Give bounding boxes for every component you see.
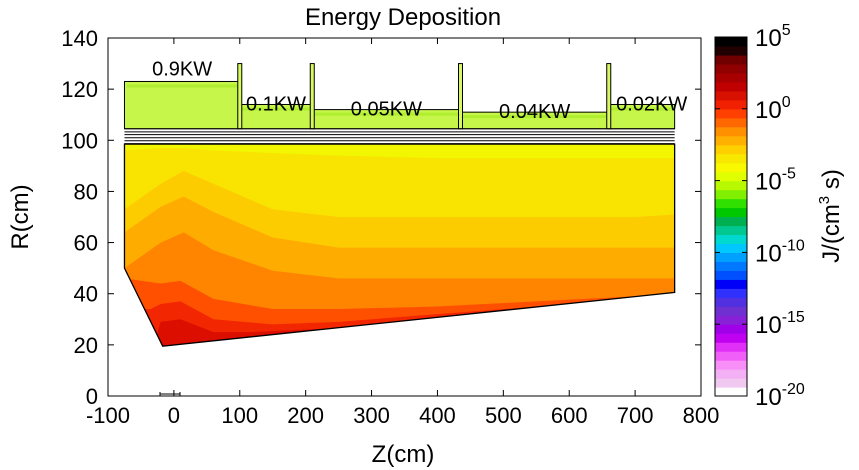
colorbar-swatch <box>715 333 747 343</box>
section-shade-3 <box>314 112 459 116</box>
colorbar-swatch <box>715 189 747 200</box>
section-flange-2 <box>309 63 315 130</box>
y-tick-label: 100 <box>61 128 98 153</box>
y-tick-label: 80 <box>74 179 98 204</box>
section-label-5: 0.02KW <box>616 93 687 115</box>
colorbar-swatch <box>715 207 747 218</box>
chart-title: Energy Deposition <box>305 4 501 31</box>
colorbar-swatch <box>715 324 747 334</box>
colorbar-swatch <box>715 225 747 236</box>
x-tick-label: 200 <box>287 403 324 428</box>
colorbar-swatch <box>715 63 747 74</box>
section-label-2: 0.1KW <box>246 93 306 115</box>
colorbar-swatch <box>715 171 747 182</box>
y-tick-label: 40 <box>74 282 98 307</box>
colorbar-swatch <box>715 234 747 245</box>
colorbar-swatch <box>715 198 747 209</box>
colorbar-swatch <box>715 342 747 352</box>
colorbar-swatch <box>715 37 747 47</box>
x-tick-label: 800 <box>683 403 720 428</box>
colorbar-swatch <box>715 369 747 379</box>
colorbar-swatch <box>715 90 747 101</box>
colorbar-swatch <box>715 306 747 316</box>
y-tick-label: 140 <box>61 26 98 51</box>
colorbar-swatch <box>715 279 747 289</box>
section-shade-2 <box>241 107 311 111</box>
section-label-4: 0.04KW <box>499 101 570 123</box>
section-shade-1 <box>126 84 238 88</box>
colorbar-swatch <box>715 315 747 325</box>
colorbar-swatch <box>715 180 747 191</box>
colorbar-swatch <box>715 243 747 253</box>
colorbar <box>715 37 747 397</box>
colorbar-swatch <box>715 117 747 128</box>
colorbar-swatch <box>715 252 747 262</box>
y-axis-label: R(cm) <box>7 184 34 249</box>
colorbar-swatch <box>715 378 747 388</box>
axis-ticks: -100 0 100 200 300 400 500 600 700 80002040608010… <box>61 26 719 428</box>
colorbar-swatch <box>715 216 747 227</box>
colorbar-swatch <box>715 270 747 280</box>
colorbar-swatch <box>715 360 747 370</box>
colorbar-label: J/(cm3 s) <box>816 169 845 263</box>
colorbar-tick-label: 10-15 <box>755 309 805 339</box>
colorbar-swatch <box>715 135 747 146</box>
magnet-sections: 0.9KW 0.1KW 0.05KW 0.04KW 0.02KW <box>123 58 687 145</box>
x-axis-label: Z(cm) <box>372 441 435 468</box>
x-tick-label: 300 <box>353 403 390 428</box>
colorbar-frame <box>714 36 748 397</box>
colorbar-swatch <box>715 45 747 56</box>
section-label-3: 0.05KW <box>351 99 422 121</box>
colorbar-swatch <box>715 288 747 298</box>
section-flange-1 <box>237 63 243 130</box>
cone-outline <box>123 143 676 347</box>
colorbar-tick-label: 10-10 <box>755 237 805 267</box>
x-tick-label: 500 <box>485 403 522 428</box>
colorbar-tick-label: 100 <box>755 94 791 124</box>
colorbar-swatch <box>715 261 747 271</box>
colorbar-swatch <box>715 54 747 65</box>
colorbar-swatch <box>715 108 747 119</box>
x-tick-label: 700 <box>617 403 654 428</box>
origin-marker <box>159 392 181 396</box>
x-tick-label: -100 <box>86 403 130 428</box>
x-tick-label: 100 <box>221 403 258 428</box>
section-block-1 <box>123 80 241 130</box>
x-tick-label: 0 <box>168 403 180 428</box>
colorbar-swatch <box>715 153 747 164</box>
section-flange-3 <box>458 63 464 130</box>
colorbar-tick-label: 105 <box>755 22 791 52</box>
section-label-1: 0.9KW <box>152 58 212 80</box>
colorbar-tick-label: 10-5 <box>755 166 796 196</box>
y-tick-label: 120 <box>61 77 98 102</box>
colorbar-ticks: 105 100 10-5 10-10 10-15 10-20 <box>715 22 805 411</box>
x-tick-label: 600 <box>551 403 588 428</box>
section-flange-4 <box>606 63 612 130</box>
colorbar-swatch <box>715 99 747 110</box>
section-shade-4 <box>462 115 607 119</box>
colorbar-swatch <box>715 351 747 361</box>
colorbar-swatch <box>715 126 747 137</box>
colorbar-swatch <box>715 387 747 397</box>
section-shade-5 <box>610 107 673 111</box>
y-tick-label: 0 <box>86 384 98 409</box>
x-tick-label: 400 <box>419 403 456 428</box>
colorbar-swatch <box>715 297 747 307</box>
y-tick-label: 60 <box>74 231 98 256</box>
y-tick-label: 20 <box>74 333 98 358</box>
colorbar-tick-label: 10-20 <box>755 381 805 411</box>
colorbar-swatch <box>715 162 747 173</box>
colorbar-swatch <box>715 72 747 83</box>
colorbar-swatch <box>715 81 747 92</box>
colorbar-swatch <box>715 144 747 155</box>
